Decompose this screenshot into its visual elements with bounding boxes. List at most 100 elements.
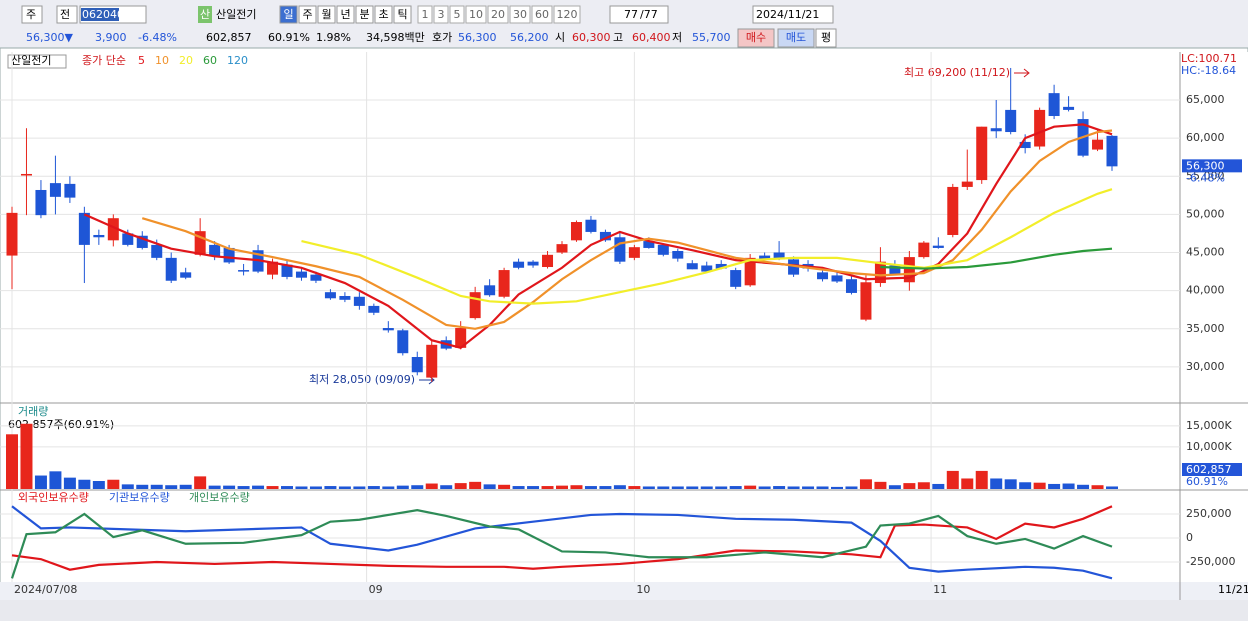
kind: 전 [60, 8, 70, 21]
period-button[interactable] [279, 5, 298, 24]
period-button[interactable] [298, 5, 317, 24]
volume-bar [932, 483, 945, 489]
candle-body [295, 271, 307, 278]
legend-item: 10 [155, 54, 169, 67]
volume-bar [802, 486, 815, 489]
candle-body [961, 181, 973, 187]
volume-bar [367, 486, 380, 489]
candle-body [947, 186, 959, 235]
volume-bar [382, 486, 395, 489]
volume-bar [715, 486, 728, 489]
candle-body [469, 292, 481, 319]
period-button[interactable] [355, 5, 374, 24]
candle-body [599, 231, 611, 241]
candle-body [628, 247, 640, 258]
period-button[interactable] [374, 5, 393, 24]
interval-button[interactable] [487, 5, 509, 24]
period-label: 주 [302, 8, 312, 21]
dropdown[interactable] [21, 5, 43, 24]
count-box[interactable] [609, 5, 669, 24]
interval-label: 60 [535, 8, 549, 21]
candle-body [817, 272, 829, 280]
ma-line [880, 247, 1113, 270]
interval-button[interactable] [465, 5, 487, 24]
trade-button[interactable] [815, 28, 837, 48]
y-tick-label: 65,000 [1186, 93, 1225, 106]
y-tick-label: 60,000 [1186, 131, 1225, 144]
period-button[interactable] [336, 5, 355, 24]
quote-item: 34,598백만 [366, 31, 425, 44]
candle-body [455, 328, 467, 348]
title-box [7, 54, 67, 69]
date-label: 09 [369, 583, 383, 596]
period-label: 분 [359, 8, 369, 21]
volume-bar [440, 485, 453, 489]
volume-bar [642, 486, 655, 489]
trade-label: 매도 [786, 31, 806, 44]
interval-button[interactable] [531, 5, 553, 24]
interval-button[interactable] [417, 5, 433, 24]
volume-bar [961, 478, 974, 489]
volume-bar [34, 475, 47, 489]
volume-bar [454, 483, 467, 489]
volume-bar [92, 481, 105, 489]
volume-bar [425, 483, 438, 489]
volume-bar [686, 486, 699, 489]
volume-bar [165, 485, 178, 489]
high-note: 최고 69,200 (11/12) [904, 66, 1010, 79]
interval-button[interactable] [433, 5, 449, 24]
quote-item: 56,200 [510, 31, 549, 44]
low-note: 최저 28,050 (09/09) [309, 373, 415, 386]
volume-bar [1048, 483, 1061, 489]
legend-item: 외국인보유수량 [18, 491, 89, 504]
scrollbar [0, 600, 1248, 621]
candle-body [498, 270, 510, 297]
volume-bar [584, 486, 597, 489]
legend-item: 개인보유수량 [189, 491, 250, 504]
date: 2024/11/21 [756, 8, 819, 21]
interval-button[interactable] [509, 5, 531, 24]
trade-button[interactable] [737, 28, 775, 48]
selection [81, 8, 119, 21]
volume-bar [338, 486, 351, 489]
legend-item: 120 [227, 54, 248, 67]
ma-line [83, 123, 1113, 350]
y-tick-label: 15,000K [1186, 419, 1232, 432]
volume-bar [1077, 484, 1090, 489]
candle-body [209, 244, 221, 257]
volume-bar [570, 485, 583, 489]
candle-body [223, 247, 235, 263]
price-tag-text: 56,300 [1186, 159, 1225, 172]
candle-body [1092, 139, 1104, 150]
interval-button[interactable] [553, 5, 581, 24]
quote-item: 60,400 [632, 31, 671, 44]
volume-bar [208, 485, 221, 489]
volume-ratio: 60.91% [1186, 475, 1228, 488]
volume-bar [324, 486, 337, 489]
period-button[interactable] [393, 5, 412, 24]
volume-bar [917, 482, 930, 489]
date-axis [0, 582, 1248, 600]
trade-button[interactable] [777, 28, 815, 48]
ma-line [141, 129, 1113, 330]
volume-bar [121, 484, 134, 489]
trade-label: 평 [821, 31, 831, 44]
volume-bar [309, 486, 322, 489]
volume-bar [1062, 483, 1075, 489]
count: 77 [624, 8, 638, 21]
date-box[interactable] [752, 5, 834, 24]
period-button[interactable] [317, 5, 336, 24]
dropdown[interactable] [56, 5, 78, 24]
chart-frame [0, 47, 1248, 601]
quote-item: 저 [672, 31, 682, 44]
trade-label: 매수 [746, 31, 766, 44]
volume-title: 거래량 [18, 405, 48, 418]
volume-bar [859, 479, 872, 489]
y-tick-label: 40,000 [1186, 284, 1225, 297]
interval-button[interactable] [449, 5, 465, 24]
y-tick-label: -250,000 [1186, 555, 1235, 568]
candle-body [353, 296, 365, 306]
volume-bar [657, 486, 670, 489]
y-tick-label: 45,000 [1186, 246, 1225, 259]
volume-bar [78, 479, 91, 489]
